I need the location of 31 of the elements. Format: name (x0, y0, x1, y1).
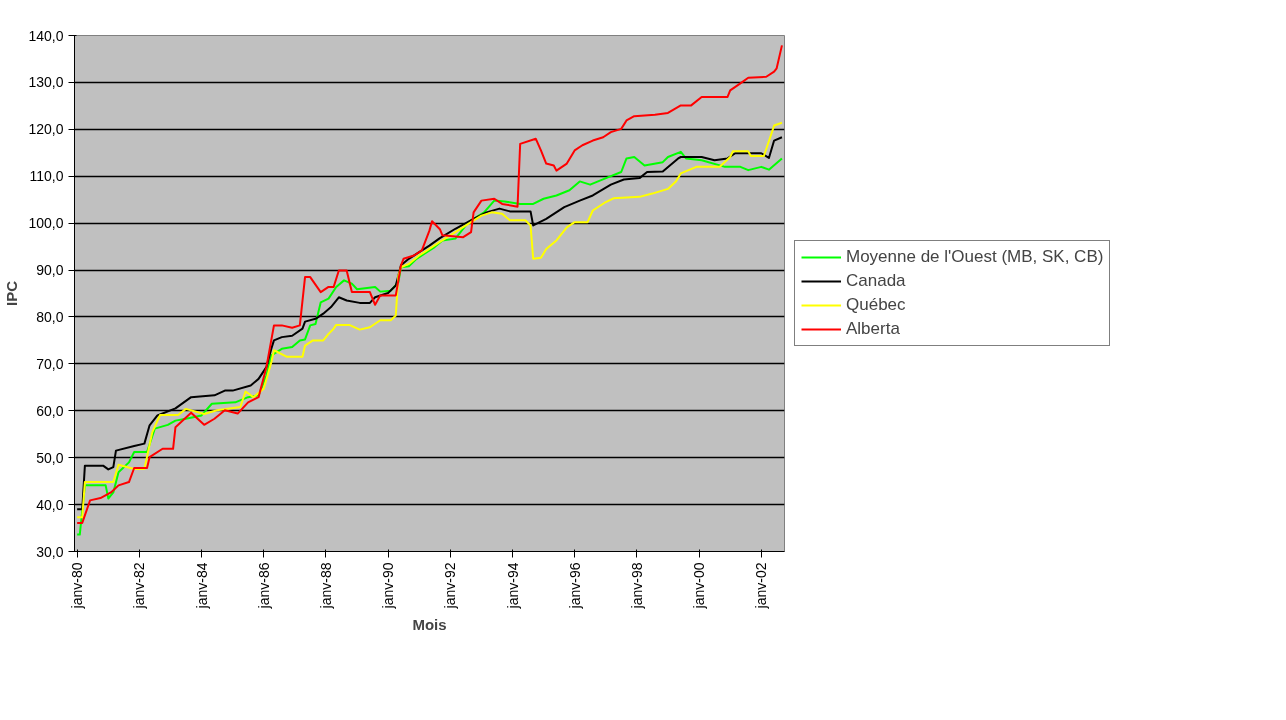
y-axis-title: IPC (3, 280, 21, 306)
y-tick-label: 70,0 (36, 355, 64, 372)
x-axis-title: Mois (412, 616, 447, 634)
x-tick-label: janv-90 (380, 562, 397, 610)
y-tick-label: 110,0 (29, 168, 64, 185)
y-tick-label: 90,0 (36, 262, 64, 279)
y-tick-label: 130,0 (28, 74, 64, 91)
legend-label: Canada (846, 271, 906, 291)
x-tick-label: janv-84 (193, 562, 210, 610)
x-tick-label: janv-02 (753, 562, 770, 610)
y-tick-label: 80,0 (36, 308, 64, 325)
legend-label: Alberta (846, 319, 900, 339)
x-tick-label: janv-82 (131, 562, 148, 610)
x-tick-label: janv-86 (255, 562, 272, 610)
y-tick-label: 100,0 (28, 215, 64, 232)
y-tick-label: 140,0 (28, 27, 64, 44)
x-tick-label: janv-92 (442, 562, 459, 610)
legend-label: Québec (846, 295, 906, 315)
x-tick-label: janv-98 (628, 562, 645, 610)
y-tick-label: 40,0 (36, 496, 64, 513)
x-tick-label: janv-88 (317, 562, 334, 610)
x-tick-label: janv-94 (504, 562, 521, 610)
legend-label: Moyenne de l'Ouest (MB, SK, CB) (846, 247, 1104, 267)
y-tick-label: 30,0 (36, 543, 64, 560)
x-tick-label: janv-80 (69, 562, 86, 610)
y-tick-label: 50,0 (36, 449, 64, 466)
line-series (76, 44, 783, 524)
y-tick-label: 60,0 (36, 402, 64, 419)
y-tick-label: 120,0 (28, 121, 64, 138)
x-tick-label: janv-00 (691, 562, 708, 610)
x-tick-label: janv-96 (566, 562, 583, 610)
